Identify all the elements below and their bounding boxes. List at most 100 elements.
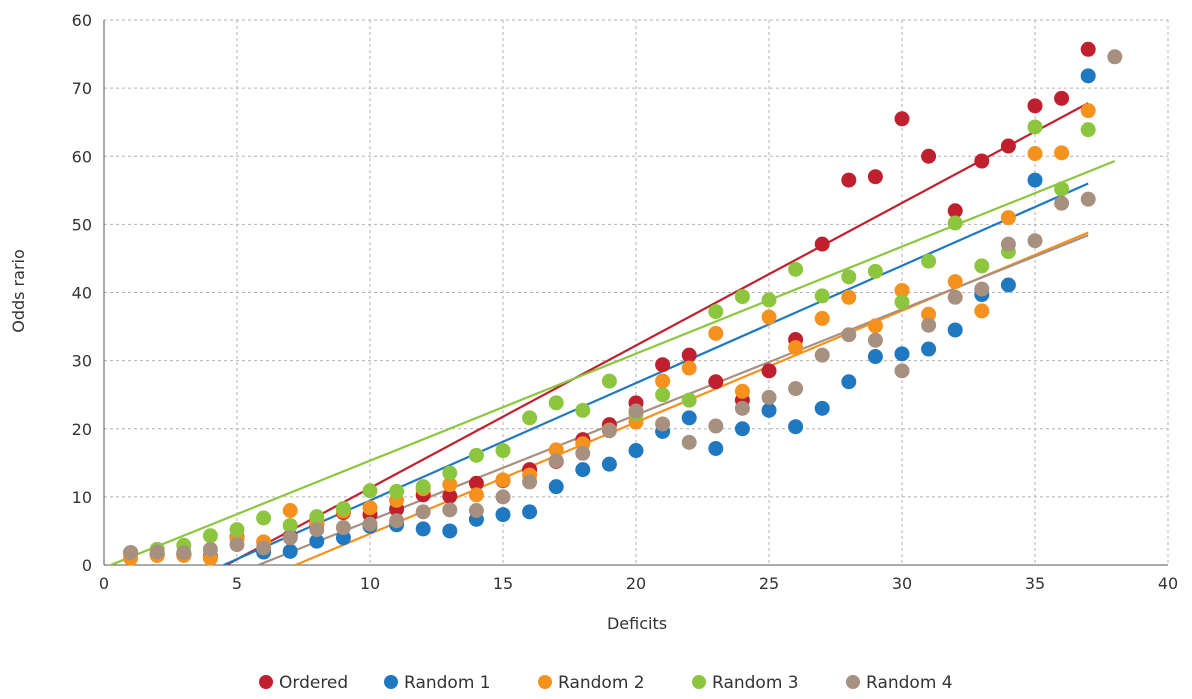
data-point-series-4: [229, 537, 245, 553]
data-point-series-0: [1080, 41, 1096, 57]
y-axis-title: Odds rario: [9, 249, 28, 333]
data-point-series-1: [921, 341, 937, 357]
data-point-series-4: [628, 403, 644, 419]
data-point-series-2: [761, 309, 777, 325]
data-point-series-4: [894, 363, 910, 379]
data-point-series-3: [468, 447, 484, 463]
data-point-series-4: [974, 281, 990, 297]
data-point-series-0: [894, 111, 910, 127]
data-point-series-3: [894, 294, 910, 310]
data-point-series-0: [761, 363, 777, 379]
data-point-series-2: [734, 383, 750, 399]
data-point-series-4: [575, 445, 591, 461]
data-point-series-3: [841, 269, 857, 285]
data-point-series-3: [309, 509, 325, 525]
data-point-series-1: [442, 523, 458, 539]
data-point-series-2: [867, 318, 883, 334]
data-point-series-0: [974, 153, 990, 169]
data-point-series-2: [894, 282, 910, 298]
data-point-series-4: [1000, 236, 1016, 252]
data-point-series-1: [1027, 172, 1043, 188]
data-point-series-3: [655, 387, 671, 403]
data-point-series-3: [761, 292, 777, 308]
data-point-series-3: [788, 261, 804, 277]
data-point-series-4: [149, 544, 165, 560]
x-tick-label: 15: [493, 574, 513, 593]
data-point-series-4: [256, 540, 272, 556]
data-point-series-1: [894, 346, 910, 362]
data-point-series-3: [734, 289, 750, 305]
data-point-series-4: [176, 545, 192, 561]
data-point-series-4: [522, 474, 538, 490]
data-point-series-2: [708, 325, 724, 341]
data-point-series-3: [814, 288, 830, 304]
data-point-series-2: [947, 274, 963, 290]
legend-item: Random 2: [538, 673, 645, 693]
data-point-series-0: [921, 148, 937, 164]
data-point-series-4: [495, 489, 511, 505]
data-point-series-4: [947, 289, 963, 305]
data-point-series-2: [655, 373, 671, 389]
trendline-series-1: [223, 182, 1089, 565]
data-point-series-0: [1000, 138, 1016, 154]
data-point-series-3: [415, 479, 431, 495]
data-point-series-4: [867, 332, 883, 348]
y-tick-label: 30: [72, 352, 92, 371]
data-point-series-4: [921, 317, 937, 333]
data-point-series-4: [389, 513, 405, 529]
data-point-series-4: [734, 400, 750, 416]
data-point-series-1: [495, 507, 511, 523]
legend-label: Random 3: [712, 673, 799, 693]
data-point-series-1: [841, 374, 857, 390]
data-point-series-4: [282, 530, 298, 546]
x-tick-label: 0: [99, 574, 109, 593]
data-point-series-1: [1000, 277, 1016, 293]
data-point-series-1: [761, 402, 777, 418]
data-point-series-4: [601, 423, 617, 439]
legend-item: Random 3: [692, 673, 799, 693]
legend-item: Random 1: [384, 673, 491, 693]
data-point-series-1: [1080, 68, 1096, 84]
data-point-series-3: [522, 410, 538, 426]
data-point-series-3: [708, 304, 724, 320]
y-tick-label: 20: [72, 420, 92, 439]
data-point-series-3: [681, 392, 697, 408]
data-point-series-0: [1054, 90, 1070, 106]
axes: [103, 20, 1168, 566]
data-point-series-4: [788, 381, 804, 397]
legend-item: Random 4: [846, 673, 953, 693]
legend-marker: [384, 675, 398, 689]
data-point-series-3: [362, 483, 378, 499]
data-point-series-1: [522, 504, 538, 520]
trendlines: [107, 102, 1116, 565]
y-tick-label: 60: [72, 11, 92, 30]
x-tick-label: 25: [759, 574, 779, 593]
x-tick-label: 35: [1025, 574, 1045, 593]
data-point-series-3: [202, 528, 218, 544]
data-point-series-3: [974, 258, 990, 274]
data-point-series-2: [788, 340, 804, 356]
data-point-series-4: [841, 327, 857, 343]
y-tick-label: 50: [72, 215, 92, 234]
trendline-series-3: [107, 159, 1116, 565]
data-point-series-2: [1000, 210, 1016, 226]
data-point-series-3: [335, 500, 351, 516]
data-point-series-4: [814, 347, 830, 363]
x-tick-label: 10: [360, 574, 380, 593]
legend-label: Random 2: [558, 673, 645, 693]
data-point-series-0: [681, 347, 697, 363]
data-point-series-1: [548, 479, 564, 495]
data-point-series-4: [123, 545, 139, 561]
data-point-series-1: [708, 441, 724, 457]
data-point-series-4: [335, 520, 351, 536]
data-point-series-3: [1054, 181, 1070, 197]
data-point-series-1: [309, 533, 325, 549]
data-point-series-2: [282, 503, 298, 518]
data-point-series-1: [601, 456, 617, 472]
data-point-series-1: [415, 521, 431, 537]
y-tick-label: 40: [72, 284, 92, 303]
data-point-series-3: [1080, 122, 1096, 138]
y-tick-label: 10: [72, 488, 92, 507]
data-point-series-2: [442, 477, 458, 493]
